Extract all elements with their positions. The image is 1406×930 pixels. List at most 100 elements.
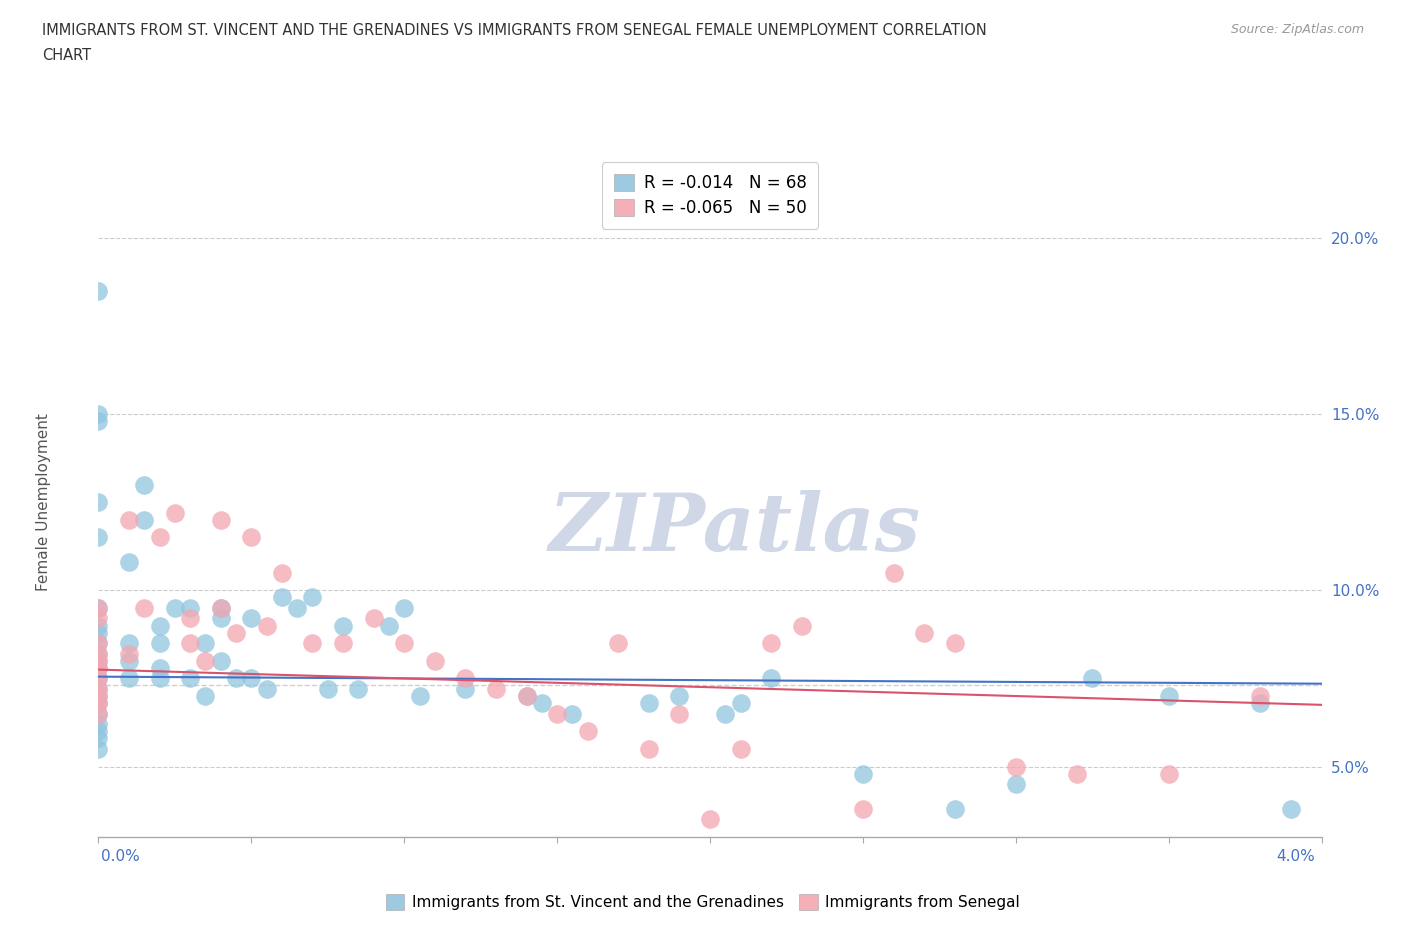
- Point: [240, 530, 263, 545]
- Point: [301, 636, 323, 651]
- Point: [852, 766, 875, 781]
- Point: [576, 724, 599, 738]
- Point: [179, 671, 201, 685]
- Point: [87, 284, 110, 299]
- Point: [87, 688, 110, 703]
- Point: [1157, 766, 1180, 781]
- Point: [149, 660, 172, 675]
- Point: [87, 671, 110, 685]
- Point: [87, 611, 110, 626]
- Point: [852, 802, 875, 817]
- Point: [943, 636, 966, 651]
- Point: [87, 660, 110, 675]
- Point: [332, 618, 354, 633]
- Point: [1279, 802, 1302, 817]
- Point: [87, 636, 110, 651]
- Point: [87, 717, 110, 732]
- Point: [163, 601, 186, 616]
- Point: [118, 646, 141, 661]
- Text: IMMIGRANTS FROM ST. VINCENT AND THE GRENADINES VS IMMIGRANTS FROM SENEGAL FEMALE: IMMIGRANTS FROM ST. VINCENT AND THE GREN…: [42, 23, 987, 38]
- Point: [179, 611, 201, 626]
- Point: [87, 654, 110, 669]
- Point: [638, 696, 661, 711]
- Point: [699, 812, 721, 827]
- Point: [149, 530, 172, 545]
- Point: [730, 696, 752, 711]
- Point: [87, 696, 110, 711]
- Point: [87, 706, 110, 721]
- Point: [668, 688, 690, 703]
- Point: [761, 636, 783, 651]
- Point: [194, 688, 217, 703]
- Point: [1249, 696, 1271, 711]
- Point: [392, 601, 416, 616]
- Point: [454, 682, 477, 697]
- Point: [225, 625, 247, 640]
- Point: [454, 671, 477, 685]
- Point: [790, 618, 813, 633]
- Point: [316, 682, 339, 697]
- Point: [256, 618, 278, 633]
- Point: [87, 414, 110, 429]
- Point: [87, 646, 110, 661]
- Point: [194, 654, 217, 669]
- Point: [118, 671, 141, 685]
- Point: [1081, 671, 1104, 685]
- Point: [408, 688, 430, 703]
- Point: [87, 706, 110, 721]
- Point: [134, 512, 156, 527]
- Point: [87, 406, 110, 421]
- Point: [87, 724, 110, 738]
- Point: [87, 682, 110, 697]
- Text: 4.0%: 4.0%: [1275, 849, 1315, 864]
- Point: [485, 682, 508, 697]
- Point: [301, 590, 323, 604]
- Point: [423, 654, 446, 669]
- Point: [134, 601, 156, 616]
- Point: [363, 611, 385, 626]
- Point: [118, 554, 141, 569]
- Point: [240, 611, 263, 626]
- Point: [270, 590, 294, 604]
- Point: [87, 654, 110, 669]
- Point: [87, 671, 110, 685]
- Point: [912, 625, 935, 640]
- Point: [179, 636, 201, 651]
- Point: [149, 671, 172, 685]
- Point: [392, 636, 416, 651]
- Point: [225, 671, 247, 685]
- Legend: R = -0.014   N = 68, R = -0.065   N = 50: R = -0.014 N = 68, R = -0.065 N = 50: [602, 163, 818, 229]
- Point: [240, 671, 263, 685]
- Point: [270, 565, 294, 580]
- Point: [87, 688, 110, 703]
- Point: [87, 636, 110, 651]
- Point: [87, 530, 110, 545]
- Point: [87, 731, 110, 746]
- Point: [607, 636, 630, 651]
- Point: [209, 601, 232, 616]
- Text: Female Unemployment: Female Unemployment: [37, 413, 51, 591]
- Point: [515, 688, 537, 703]
- Text: Source: ZipAtlas.com: Source: ZipAtlas.com: [1230, 23, 1364, 36]
- Point: [87, 601, 110, 616]
- Text: ZIPatlas: ZIPatlas: [548, 490, 921, 567]
- Point: [347, 682, 370, 697]
- Point: [561, 706, 583, 721]
- Point: [134, 477, 156, 492]
- Point: [87, 646, 110, 661]
- Point: [546, 706, 568, 721]
- Point: [378, 618, 401, 633]
- Point: [761, 671, 783, 685]
- Point: [87, 625, 110, 640]
- Point: [163, 505, 186, 520]
- Point: [714, 706, 737, 721]
- Point: [1249, 688, 1271, 703]
- Point: [730, 741, 752, 756]
- Point: [1004, 759, 1026, 774]
- Text: CHART: CHART: [42, 48, 91, 63]
- Point: [87, 601, 110, 616]
- Point: [87, 696, 110, 711]
- Point: [149, 618, 172, 633]
- Point: [87, 741, 110, 756]
- Point: [209, 611, 232, 626]
